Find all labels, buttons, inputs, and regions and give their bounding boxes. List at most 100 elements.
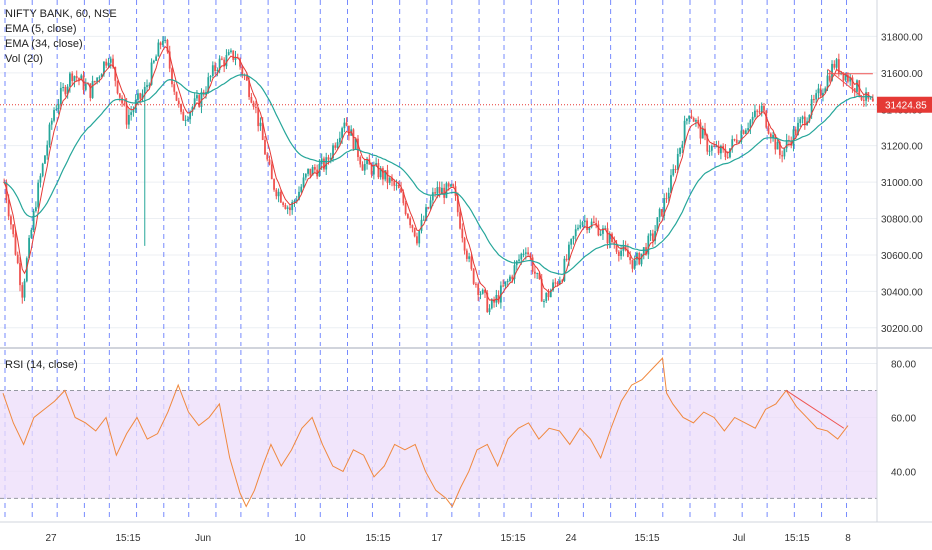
candle-body <box>520 253 523 260</box>
candle-body <box>792 129 795 146</box>
candle-body <box>588 227 591 231</box>
candle-body <box>289 207 291 211</box>
candle-body <box>459 212 461 229</box>
ema5-legend[interactable]: EMA (5, close) <box>5 23 77 35</box>
candle-body <box>255 106 257 108</box>
candle-body <box>833 63 836 68</box>
candle-body <box>327 157 330 160</box>
candle-body <box>137 93 139 101</box>
candle-body <box>152 60 155 63</box>
candle-body <box>470 256 473 269</box>
rsi-legend-label[interactable]: RSI (14, close) <box>5 359 78 371</box>
candle-body <box>10 216 12 225</box>
candle-body <box>379 168 382 178</box>
candle-body <box>851 77 854 89</box>
candle-body <box>670 175 672 193</box>
candle-body <box>769 133 772 139</box>
candle-body <box>699 122 702 139</box>
candle-body <box>416 236 418 244</box>
candle-body <box>502 285 505 287</box>
candle-body <box>735 139 738 143</box>
rsi-tick-label: 40.00 <box>891 467 916 478</box>
candle-body <box>472 268 475 284</box>
candle-body <box>710 145 713 151</box>
rsi-axis[interactable]: 40.00 60.00 80.00 <box>891 359 916 478</box>
ema34-line <box>3 74 873 276</box>
candle-body <box>465 250 468 259</box>
candle-body <box>719 145 722 154</box>
candle-body <box>570 239 573 245</box>
candle-body <box>536 272 539 274</box>
candle-body <box>282 202 285 206</box>
candle-body <box>279 191 282 203</box>
candle-body <box>561 280 564 282</box>
candle-body <box>393 181 396 186</box>
candle-body <box>382 168 384 180</box>
candle-body <box>840 72 843 74</box>
candle-body <box>323 158 325 170</box>
candle-body <box>78 78 80 81</box>
candle-body <box>114 67 117 81</box>
candle-body <box>21 285 24 298</box>
candles[interactable] <box>3 36 874 315</box>
price-tick-label: 30400.00 <box>881 287 923 298</box>
candle-body <box>182 111 185 121</box>
candle-body <box>763 105 765 111</box>
candle-body <box>656 217 659 232</box>
price-tick-label: 30600.00 <box>881 251 923 262</box>
candle-body <box>563 258 566 281</box>
symbol-title[interactable]: NIFTY BANK, 60, NSE <box>5 8 117 20</box>
candle-body <box>44 155 46 164</box>
candle-body <box>685 118 688 121</box>
candle-body <box>583 220 586 223</box>
candle-body <box>404 203 407 215</box>
candle-body <box>599 233 602 236</box>
candle-body <box>259 122 262 127</box>
candle-body <box>359 156 362 165</box>
candle-body <box>125 103 128 125</box>
candle-body <box>527 252 530 255</box>
candle-body <box>275 189 278 197</box>
candle-body <box>354 138 357 150</box>
volume-legend[interactable]: Vol (20) <box>5 53 43 65</box>
candle-body <box>543 300 545 302</box>
candle-body <box>574 229 577 237</box>
candle-body <box>411 225 414 228</box>
candle-body <box>155 56 158 61</box>
candle-body <box>7 199 10 217</box>
candle-body <box>869 98 872 100</box>
candle-body <box>481 289 484 294</box>
candle-body <box>615 244 618 252</box>
candle-body <box>293 200 296 203</box>
candle-body <box>497 295 500 303</box>
candle-body <box>175 91 178 101</box>
candle-body <box>740 130 743 143</box>
price-axis[interactable]: 30200.00 30400.00 30600.00 30800.00 31000.00… <box>877 32 932 335</box>
candle-body <box>547 292 550 298</box>
candle-body <box>252 102 255 107</box>
candle-body <box>629 257 632 261</box>
drawn-lines[interactable] <box>827 68 873 97</box>
candle-body <box>370 164 373 175</box>
candle-body <box>522 253 525 255</box>
candle-body <box>123 103 126 105</box>
candle-body <box>436 187 439 194</box>
candle-body <box>73 76 76 81</box>
candle-body <box>291 202 294 211</box>
last-price-tag <box>877 96 932 113</box>
time-tick-label: 15:15 <box>500 533 525 544</box>
candle-body <box>558 280 561 285</box>
ema34-legend[interactable]: EMA (34, close) <box>5 38 83 50</box>
candle-body <box>688 115 691 119</box>
candle-body <box>640 253 643 265</box>
time-axis[interactable]: 27 15:15 Jun 10 15:15 17 15:15 24 15:15 Jul 15:15 8 <box>45 533 851 544</box>
candle-body <box>765 110 768 128</box>
candle-body <box>177 100 180 105</box>
candle-body <box>139 93 142 99</box>
candle-body <box>397 184 400 189</box>
candle-body <box>477 283 480 295</box>
candle-body <box>372 165 375 175</box>
candle-body <box>479 293 482 295</box>
candle-body <box>772 135 774 139</box>
